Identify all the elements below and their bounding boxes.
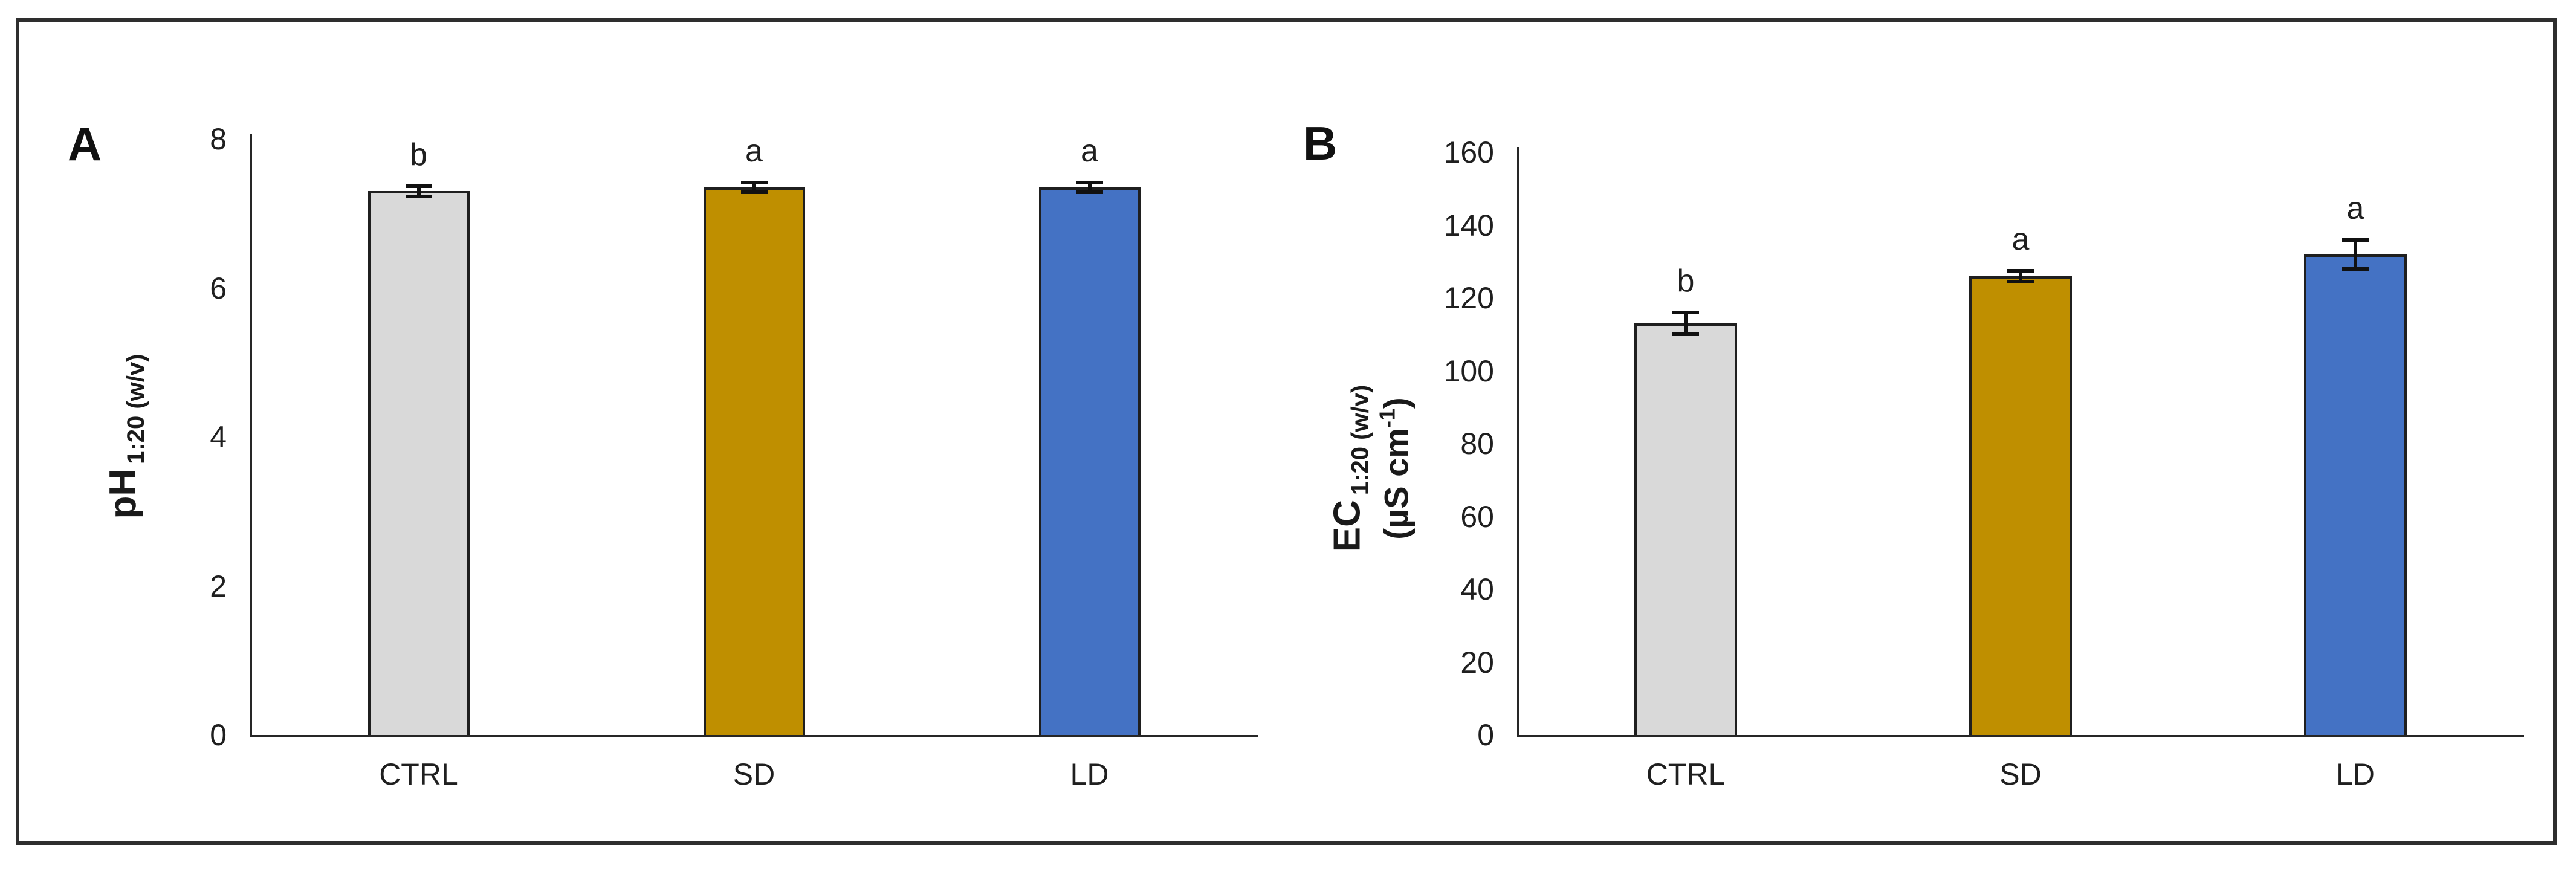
panel-a-error-bar-cap-bottom: [405, 194, 432, 198]
panel-a-label: A: [67, 117, 102, 170]
panel-b-y-tick-label: 140: [1443, 208, 1494, 242]
panel-b-sig-letter-ctrl: b: [1677, 264, 1695, 299]
panel-b-y-tick-label: 20: [1460, 645, 1494, 679]
panel-b-error-bar-cap-bottom: [1672, 332, 1699, 337]
panel-b-y-tick-label: 40: [1460, 572, 1494, 606]
panel-b-y-axis-line: [1517, 147, 1519, 737]
panel-b-error-bar-cap-top: [1672, 311, 1699, 315]
panel-a-sig-letter-sd: a: [745, 134, 763, 169]
panel-a-bar-sd: [703, 187, 805, 735]
panel-a-bar-ld: [1038, 187, 1141, 735]
panel-b-error-bar-sd: [2019, 270, 2022, 282]
panel-a-y-axis-title-main: pH: [102, 468, 144, 519]
panel-a-x-tick-label-sd: SD: [733, 757, 775, 791]
panel-a-error-bar-cap-top: [1076, 181, 1103, 185]
panel-a-y-axis-line: [250, 134, 252, 737]
panel-b-error-bar-cap-bottom: [2342, 267, 2369, 271]
panel-b-y-tick-label: 0: [1477, 718, 1494, 752]
panel-a-error-bar-sd: [752, 183, 756, 193]
panel-a-error-bar-cap-top: [740, 181, 768, 185]
panel-a-error-bar-cap-bottom: [740, 190, 768, 195]
panel-a-y-tick-label: 2: [210, 569, 227, 603]
panel-b-error-bar-cap-bottom: [2007, 279, 2034, 283]
panel-a-sig-letter-ctrl: b: [410, 137, 427, 172]
panel-a-y-tick-label: 4: [210, 420, 227, 454]
panel-b-error-bar-cap-top: [2342, 238, 2369, 242]
panel-a-error-bar-cap-top: [405, 184, 432, 188]
panel-a-x-axis-line: [250, 735, 1258, 737]
panel-b-y-tick-label: 80: [1460, 427, 1494, 461]
panel-b-label: B: [1303, 117, 1338, 170]
panel-b-x-tick-label-ld: LD: [2336, 757, 2375, 791]
panel-a-y-tick-label: 8: [210, 122, 227, 156]
panel-b-sig-letter-ld: a: [2346, 190, 2364, 226]
panel-b-error-bar-ctrl: [1684, 312, 1688, 335]
panel-b-y-tick-label: 100: [1443, 354, 1494, 388]
panel-a-bar-ctrl: [367, 191, 470, 735]
panel-b-x-tick-label-ctrl: CTRL: [1646, 757, 1726, 791]
panel-b-bar-ld: [2304, 254, 2407, 735]
panel-b-bar-ctrl: [1634, 323, 1737, 735]
panel-b-error-bar-cap-top: [2007, 268, 2034, 273]
panel-b-x-tick-label-sd: SD: [1999, 757, 2042, 791]
panel-b-sig-letter-sd: a: [2011, 221, 2030, 257]
panel-b-y-tick-label: 60: [1460, 499, 1494, 534]
panel-a-x-tick-label-ctrl: CTRL: [379, 757, 458, 791]
panel-b-y-tick-label: 160: [1443, 135, 1494, 169]
panel-a-error-bar-cap-bottom: [1076, 190, 1103, 195]
panel-b-error-bar-ld: [2354, 239, 2357, 269]
panel-a-y-tick-label: 6: [210, 271, 227, 305]
panel-a-sig-letter-ld: a: [1081, 134, 1098, 169]
panel-b-y-tick-label: 120: [1443, 281, 1494, 315]
panel-a-error-bar-ctrl: [416, 186, 421, 196]
panel-a-error-bar-ld: [1087, 183, 1092, 193]
panel-b-x-axis-line: [1517, 735, 2524, 737]
panel-b-bar-sd: [1969, 276, 2072, 735]
panel-a-x-tick-label-ld: LD: [1070, 757, 1109, 791]
panel-a-y-tick-label: 0: [210, 718, 227, 752]
